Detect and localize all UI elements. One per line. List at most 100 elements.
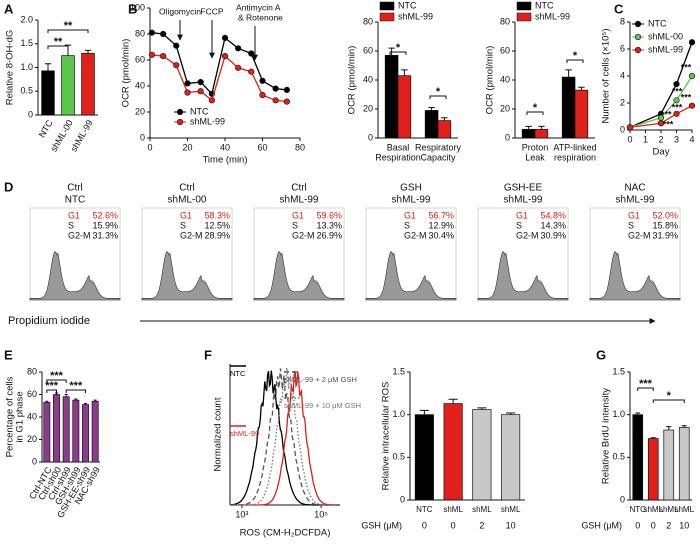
bar <box>561 76 576 139</box>
error-bar <box>666 426 672 431</box>
x-tick-label: 2 <box>658 134 663 144</box>
x-tick-label: 4 <box>689 134 694 144</box>
x-tick-label: 40 <box>220 142 230 152</box>
gsh-value: 0 <box>635 520 640 530</box>
bar <box>397 75 412 139</box>
x-tick-label: 60 <box>257 142 267 152</box>
legend-label: NTC <box>230 369 246 378</box>
error-bar <box>401 69 408 76</box>
error-bar <box>44 63 52 71</box>
bar <box>62 396 70 463</box>
y-tick-label: 80 <box>500 16 510 26</box>
sample-title: shML-99 <box>280 195 319 206</box>
annotation: & Rotenone <box>238 12 283 22</box>
sample-title: shML-99 <box>616 195 655 206</box>
x-tick-label: 10³ <box>235 509 248 519</box>
y-axis-label: Percentage of cells <box>5 376 16 457</box>
phase-label: G1 <box>404 210 416 220</box>
y-tick-label: 1.0 <box>612 409 625 419</box>
legend-label: shML-99 + 2 μM GSH <box>284 375 357 384</box>
phase-percent: 52.0% <box>652 210 678 220</box>
y-tick-label: 60 <box>135 54 145 64</box>
x-tick-label: shML <box>659 505 679 514</box>
y-tick-label: 0 <box>505 132 510 142</box>
point <box>259 77 266 84</box>
phase-percent: 31.9% <box>652 230 678 240</box>
x-tick-label: shML <box>674 505 694 514</box>
y-tick-label: 4 <box>620 70 625 80</box>
legend-marker <box>176 118 184 126</box>
point <box>160 52 167 60</box>
y-tick-label: 6 <box>620 43 625 53</box>
error-bar <box>477 407 487 410</box>
phase-percent: 26.9% <box>316 230 342 240</box>
error-bar <box>448 398 458 404</box>
legend-marker <box>176 108 184 116</box>
point <box>221 34 229 42</box>
y-tick-label: 8 <box>620 16 625 26</box>
x-tick-label: 3 <box>674 134 679 144</box>
point <box>184 89 191 96</box>
point <box>248 50 255 57</box>
x-tick-label: ATP-linked <box>553 142 596 152</box>
annotation: *** <box>672 102 683 112</box>
sig-label: * <box>533 102 538 114</box>
phase-label: S <box>516 220 522 230</box>
legend-label: shML-99 + 10 μM GSH <box>284 401 361 410</box>
point <box>673 97 680 104</box>
point <box>688 39 696 46</box>
annotation: *** <box>681 92 692 102</box>
histogram <box>589 251 681 301</box>
sig-bracket <box>47 29 89 33</box>
point <box>173 42 180 49</box>
error-bar <box>538 125 545 130</box>
density-curve <box>230 367 340 506</box>
point <box>235 45 242 52</box>
bar <box>41 70 55 116</box>
annotation: Oligomycin <box>159 6 201 16</box>
phase-percent: 13.3% <box>316 220 342 230</box>
sig-label: *** <box>50 370 64 382</box>
bar <box>521 128 536 139</box>
y-tick-label: 0 <box>32 456 37 466</box>
line <box>629 75 693 128</box>
y-tick-label: 80 <box>27 366 37 376</box>
x-tick-label: NTC <box>630 505 647 514</box>
x-tick-label: Respiration <box>375 152 421 162</box>
gsh-value: 0 <box>422 520 427 530</box>
line <box>629 105 693 128</box>
y-axis-label: Relative BrdU intensity <box>601 388 612 484</box>
point <box>248 68 255 75</box>
x-tick-label: Leak <box>525 152 545 162</box>
y-tick-label: 40 <box>363 74 373 84</box>
y-axis-label: Normalized count <box>213 397 224 471</box>
x-tick-label: 0 <box>627 134 632 144</box>
x-tick-label: Proton <box>522 142 549 152</box>
phase-percent: 59.6% <box>316 210 342 220</box>
y-tick-label: 20 <box>363 103 373 113</box>
point <box>673 80 680 88</box>
x-axis-label: Day <box>653 147 670 158</box>
sig-label: *** <box>45 380 59 392</box>
legend-label: shML-99 <box>398 11 433 21</box>
y-tick-label: 0.5 <box>392 452 405 462</box>
bar <box>81 52 95 116</box>
bar <box>424 110 439 139</box>
phase-percent: 28.9% <box>204 230 230 240</box>
bar <box>443 403 463 501</box>
error-bar <box>525 125 532 130</box>
y-tick-label: 80 <box>135 28 145 38</box>
y-tick-label: 100 <box>130 2 145 12</box>
error-bar <box>578 86 585 91</box>
point <box>197 88 204 95</box>
y-tick-label: 2 <box>620 97 625 107</box>
phase-label: S <box>68 220 74 230</box>
phase-label: G2-M <box>68 230 91 240</box>
phase-label: S <box>180 220 186 230</box>
annotation: ** <box>664 109 672 119</box>
y-tick-label: 40 <box>500 74 510 84</box>
error-bar <box>74 398 78 401</box>
line <box>151 32 287 96</box>
phase-label: G1 <box>516 210 528 220</box>
histogram <box>477 251 569 301</box>
